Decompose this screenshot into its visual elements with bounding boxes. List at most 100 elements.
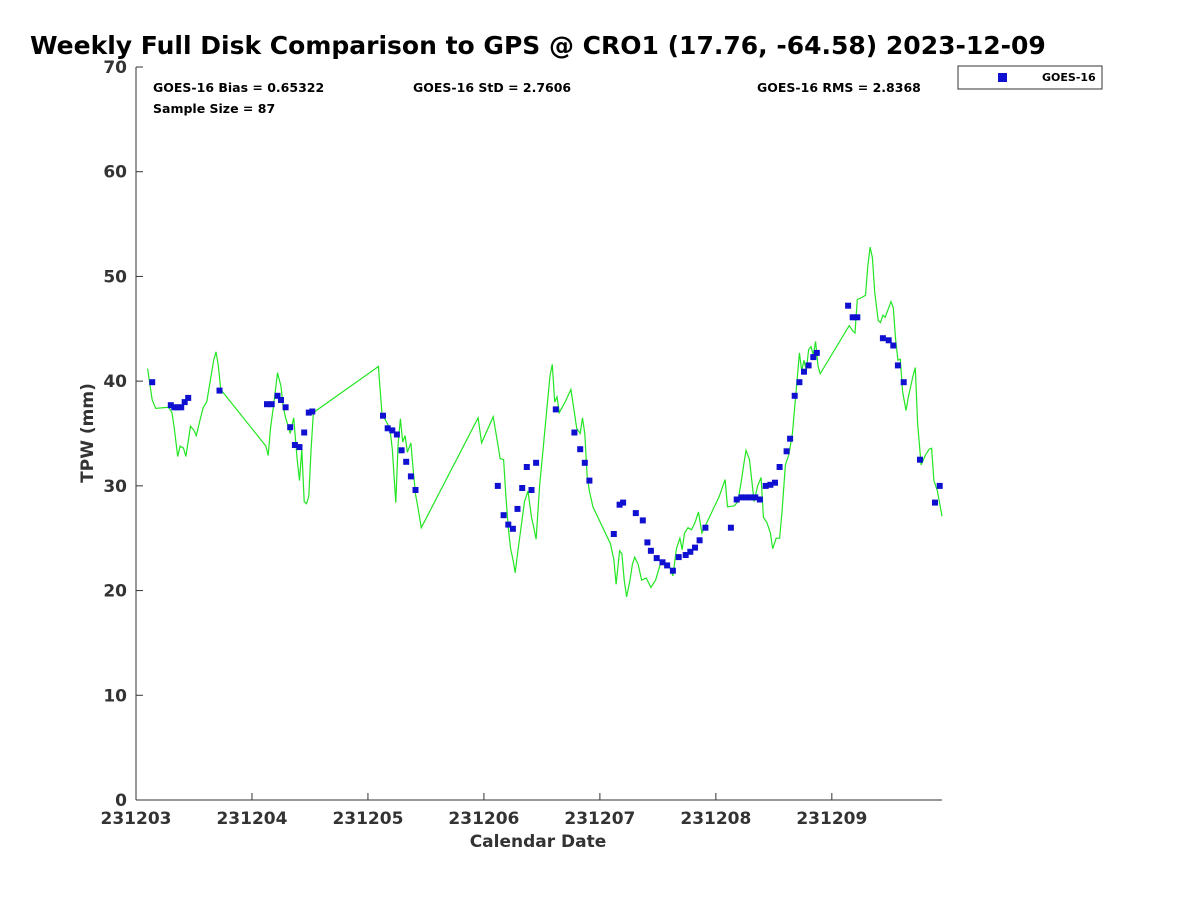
goes-16-point-13: [287, 424, 294, 431]
goes-16-point-70: [787, 435, 794, 442]
goes-16-point-87: [936, 482, 943, 489]
goes-16-point-44: [632, 510, 639, 517]
y-tick-label-40: 40: [103, 372, 127, 392]
goes-16-point-7: [216, 387, 223, 394]
chart-title: Weekly Full Disk Comparison to GPS @ CRO…: [30, 31, 1046, 60]
goes-16-point-19: [380, 412, 386, 419]
goes-16-point-55: [692, 544, 698, 551]
goes-16-point-12: [282, 404, 289, 411]
goes-16-point-41: [610, 531, 617, 537]
goes-16-point-24: [403, 458, 410, 465]
goes-16-point-79: [854, 314, 861, 321]
goes-16-point-61: [743, 494, 749, 501]
goes-16-point-74: [805, 362, 812, 369]
y-axis-ticks: 0 10 20 30 40 50 60 70: [103, 58, 143, 811]
goes-16-point-52: [675, 554, 682, 561]
x-axis-label: Calendar Date: [470, 832, 607, 852]
goes-16-point-0: [149, 379, 156, 386]
goes-16-point-76: [813, 349, 820, 356]
goes-16-point-86: [932, 499, 938, 506]
goes-16-point-6: [185, 394, 192, 401]
goes-16-point-54: [687, 548, 694, 555]
goes-16-point-31: [514, 505, 521, 512]
legend-marker-goes-16: [998, 73, 1007, 82]
goes-16-point-53: [682, 552, 689, 558]
goes-16-point-58: [727, 524, 734, 531]
x-axis-ticks: 231203 231204 231205 231206 231207 231208 2312…: [101, 793, 867, 829]
goes-16-point-9: [268, 401, 275, 408]
goes-16-point-34: [528, 487, 535, 493]
goes-16-point-78: [849, 314, 856, 321]
goes-16-point-35: [533, 459, 540, 466]
goes-16-point-82: [890, 342, 897, 349]
x-tick-label-231205: 231205: [332, 809, 403, 829]
goes-16-point-51: [669, 567, 676, 574]
goes-16-point-20: [384, 425, 391, 432]
goes-16-point-42: [616, 501, 623, 508]
goes-16-point-80: [879, 335, 886, 342]
goes-16-point-59: [733, 496, 740, 503]
y-axis-label: TPW (mm): [78, 383, 98, 483]
y-tick-label-20: 20: [103, 582, 127, 602]
goes-16-series: [149, 302, 943, 574]
goes-16-point-27: [494, 482, 501, 489]
goes-16-point-75: [810, 354, 817, 361]
y-tick-label-70: 70: [103, 58, 127, 78]
legend: GOES-16: [957, 65, 1103, 90]
goes-16-point-83: [894, 362, 901, 369]
x-tick-label-231208: 231208: [680, 809, 751, 829]
goes-16-point-1: [167, 402, 174, 409]
sample-size-stat: Sample Size = 87: [153, 101, 275, 116]
goes-16-point-57: [702, 524, 709, 531]
y-tick-label-10: 10: [103, 686, 127, 706]
goes-16-point-17: [305, 409, 312, 416]
x-tick-label-231207: 231207: [564, 809, 635, 829]
goes-16-point-36: [552, 406, 559, 413]
goes-16-point-8: [264, 401, 270, 408]
goes-16-point-64: [756, 496, 763, 503]
goes-16-point-26: [412, 487, 419, 493]
goes-16-point-37: [571, 429, 578, 436]
goes-16-point-84: [900, 379, 907, 386]
legend-box: [957, 65, 1103, 90]
goes-16-point-15: [296, 444, 303, 451]
goes-16-point-56: [696, 537, 703, 544]
goes-16-point-66: [767, 481, 774, 488]
x-tick-label-231209: 231209: [796, 809, 867, 829]
goes-16-point-85: [917, 456, 923, 463]
goes-16-point-2: [171, 404, 178, 411]
goes-16-point-62: [747, 494, 754, 501]
goes-16-point-30: [509, 525, 516, 532]
x-tick-label-231206: 231206: [448, 809, 519, 829]
y-tick-label-30: 30: [103, 477, 127, 497]
goes-16-point-5: [181, 399, 188, 406]
goes-16-point-71: [791, 392, 798, 399]
goes-16-point-68: [776, 464, 783, 470]
rms-stat: GOES-16 RMS = 2.8368: [757, 80, 921, 95]
goes-16-point-10: [274, 392, 281, 399]
goes-16-point-21: [389, 427, 396, 434]
goes-16-point-50: [664, 562, 671, 569]
x-tick-label-231204: 231204: [216, 809, 287, 829]
goes-16-point-23: [398, 447, 405, 454]
goes-16-point-39: [581, 459, 588, 466]
goes-16-point-73: [801, 368, 807, 375]
plot-area: [135, 67, 943, 801]
plot-background: [136, 67, 942, 800]
goes-16-point-4: [178, 404, 185, 411]
goes-16-point-38: [577, 446, 584, 453]
goes-16-point-69: [783, 448, 790, 455]
goes-16-point-18: [309, 408, 316, 415]
goes-16-point-29: [505, 521, 512, 528]
goes-16-point-67: [772, 479, 778, 486]
goes-16-point-11: [278, 397, 284, 403]
goes-16-point-72: [796, 379, 803, 386]
std-stat: GOES-16 StD = 2.7606: [413, 80, 571, 95]
goes-16-point-65: [762, 482, 769, 489]
y-tick-label-50: 50: [103, 267, 127, 287]
goes-16-point-47: [647, 547, 654, 554]
goes-16-point-48: [653, 555, 660, 562]
goes-16-point-81: [885, 337, 892, 344]
goes-16-point-43: [620, 499, 627, 506]
